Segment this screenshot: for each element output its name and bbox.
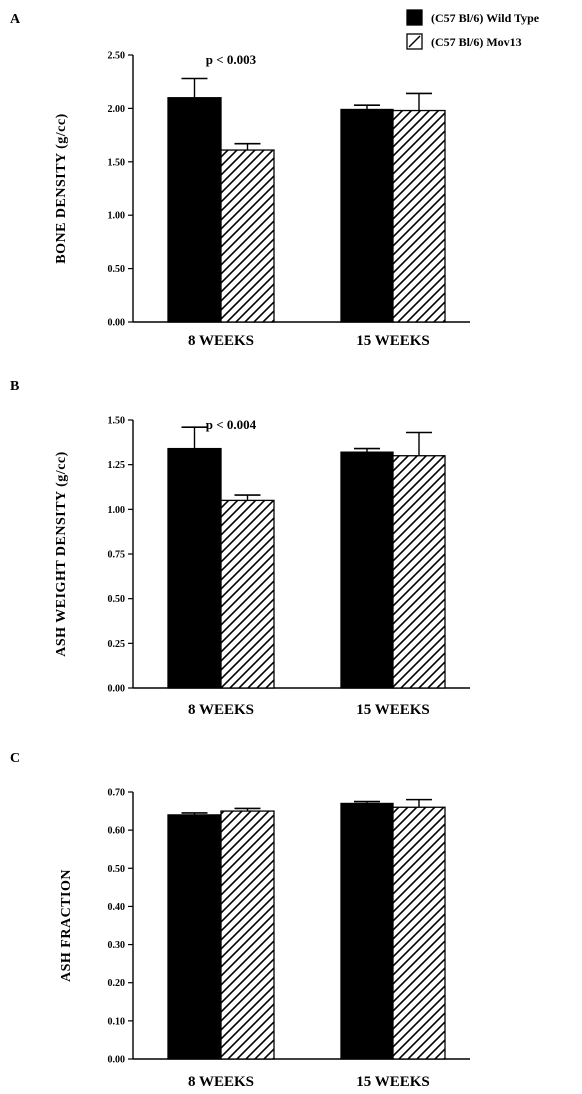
y-tick-label: 0.00 xyxy=(108,684,126,695)
bar-mov13 xyxy=(220,149,275,323)
p-value-annotation: p < 0.003 xyxy=(206,52,257,67)
y-tick-label: 0.20 xyxy=(108,978,126,989)
y-axis-label: ASH WEIGHT DENSITY (g/cc) xyxy=(54,451,69,657)
x-category-label: 8 WEEKS xyxy=(188,333,254,349)
y-tick-label: 0.00 xyxy=(108,1055,126,1066)
p-value-annotation: p < 0.004 xyxy=(206,417,257,432)
y-tick-label: 0.40 xyxy=(108,902,126,913)
legend-label: (C57 Bl/6) Wild Type xyxy=(431,11,540,25)
panel-letter: C xyxy=(10,751,20,766)
y-tick-label: 2.00 xyxy=(108,104,126,115)
bar-wild-type xyxy=(167,447,222,689)
x-category-label: 8 WEEKS xyxy=(188,1074,254,1089)
y-tick-label: 1.00 xyxy=(108,505,126,516)
panel-letter: B xyxy=(10,379,19,394)
x-category-label: 15 WEEKS xyxy=(356,702,430,718)
bar-wild-type xyxy=(167,97,222,323)
y-tick-label: 0.60 xyxy=(108,826,126,837)
bar-mov13 xyxy=(220,499,275,689)
bar-mov13 xyxy=(392,455,446,689)
bar-mov13 xyxy=(220,810,275,1060)
y-tick-label: 0.25 xyxy=(108,639,126,650)
bar-wild-type xyxy=(340,802,394,1060)
y-tick-label: 2.50 xyxy=(108,51,126,62)
y-tick-label: 1.25 xyxy=(108,460,126,471)
x-category-label: 8 WEEKS xyxy=(188,702,254,718)
bar-wild-type xyxy=(167,814,222,1060)
legend-label: (C57 Bl/6) Mov13 xyxy=(431,35,522,49)
y-tick-label: 0.30 xyxy=(108,940,126,951)
bar-mov13 xyxy=(392,806,446,1060)
bar-mov13 xyxy=(392,109,446,323)
y-tick-label: 0.75 xyxy=(108,550,126,561)
y-tick-label: 0.00 xyxy=(108,318,126,329)
x-category-label: 15 WEEKS xyxy=(356,333,430,349)
y-tick-label: 0.50 xyxy=(108,594,126,605)
y-tick-label: 0.70 xyxy=(108,788,126,799)
y-tick-label: 0.10 xyxy=(108,1016,126,1027)
y-tick-label: 0.50 xyxy=(108,264,126,275)
bar-wild-type xyxy=(340,108,394,323)
legend-swatch-hatch xyxy=(408,35,421,48)
y-tick-label: 1.50 xyxy=(108,157,126,168)
y-tick-label: 0.50 xyxy=(108,864,126,875)
x-category-label: 15 WEEKS xyxy=(356,1074,430,1089)
legend-swatch-wild-type xyxy=(406,9,423,26)
y-axis-label: BONE DENSITY (g/cc) xyxy=(54,113,69,264)
y-tick-label: 1.50 xyxy=(108,416,126,427)
bar-wild-type xyxy=(340,451,394,689)
y-axis-label: ASH FRACTION xyxy=(59,869,74,982)
panel-letter: A xyxy=(10,12,21,27)
y-tick-label: 1.00 xyxy=(108,211,126,222)
